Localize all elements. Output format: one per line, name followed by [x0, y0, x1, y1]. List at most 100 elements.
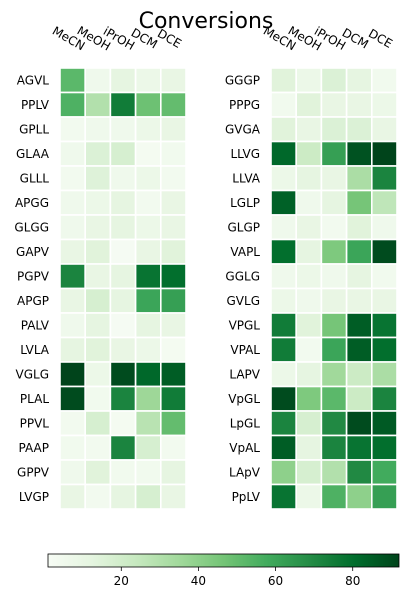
- heatmap-cell: [295, 361, 323, 388]
- heatmap-cell: [320, 312, 348, 339]
- row-label: PAAP: [19, 441, 49, 455]
- heatmap-cell: [134, 312, 162, 339]
- heatmap-cell: [270, 165, 298, 192]
- heatmap-cell: [270, 336, 298, 363]
- row-label: GPPV: [17, 465, 50, 479]
- heatmap-cell: [370, 336, 398, 363]
- heatmap-cell: [134, 91, 162, 118]
- heatmap-cell: [270, 434, 298, 461]
- colorbar-tick-label: 60: [268, 574, 283, 588]
- row-label: VGLG: [16, 367, 50, 381]
- row-label: VpGL: [228, 392, 260, 406]
- heatmap-cell: [320, 385, 348, 412]
- heatmap-cell: [345, 263, 373, 290]
- heatmap-cell: [84, 67, 112, 94]
- heatmap-cell: [59, 434, 87, 461]
- heatmap-cell: [109, 263, 137, 290]
- heatmap-cell: [134, 238, 162, 265]
- row-label: LAPV: [229, 367, 260, 381]
- row-label: PpLV: [232, 490, 261, 504]
- heatmap-cell: [59, 91, 87, 118]
- heatmap-cell: [345, 238, 373, 265]
- heatmap-cell: [370, 410, 398, 437]
- heatmap-cell: [134, 459, 162, 486]
- heatmap-cell: [160, 214, 187, 241]
- heatmap-cell: [320, 459, 348, 486]
- row-label: GLLL: [20, 171, 50, 185]
- heatmap-cell: [160, 361, 187, 388]
- heatmap-cell: [134, 385, 162, 412]
- heatmap-cell: [59, 189, 87, 216]
- row-label: PPPG: [229, 98, 260, 112]
- row-label: APGP: [17, 294, 49, 308]
- row-label: APGG: [15, 196, 49, 210]
- heatmap-cell: [109, 140, 137, 167]
- heatmap-cell: [109, 459, 137, 486]
- heatmap-cell: [109, 361, 137, 388]
- heatmap-cell: [295, 287, 323, 314]
- heatmap-cell: [84, 214, 112, 241]
- heatmap-cell: [84, 91, 112, 118]
- heatmap-cell: [59, 483, 87, 510]
- heatmap-cell: [320, 336, 348, 363]
- heatmap-cell: [160, 483, 187, 510]
- heatmap-cell: [84, 140, 112, 167]
- heatmap-cell: [370, 385, 398, 412]
- heatmap-cell: [134, 214, 162, 241]
- row-label: VpAL: [229, 441, 260, 455]
- heatmap-cell: [370, 238, 398, 265]
- heatmap-cell: [109, 67, 137, 94]
- heatmap-cell: [59, 67, 87, 94]
- heatmap-cell: [160, 312, 187, 339]
- heatmap-cell: [59, 410, 87, 437]
- heatmap-cell: [59, 263, 87, 290]
- heatmap-cell: [160, 116, 187, 143]
- heatmap-cell: [370, 263, 398, 290]
- row-label: PLAL: [20, 392, 49, 406]
- heatmap-cell: [59, 361, 87, 388]
- heatmap-cell: [295, 67, 323, 94]
- row-label: GGLG: [225, 269, 260, 283]
- heatmap-cell: [370, 459, 398, 486]
- heatmap-cell: [270, 116, 298, 143]
- heatmap-cell: [270, 91, 298, 118]
- heatmap-cell: [370, 67, 398, 94]
- row-label: GGGP: [225, 73, 260, 87]
- heatmap-cell: [84, 483, 112, 510]
- heatmap-cell: [160, 336, 187, 363]
- heatmap-cell: [109, 116, 137, 143]
- heatmap-cell: [59, 214, 87, 241]
- heatmap-cell: [270, 214, 298, 241]
- heatmap-cell: [345, 214, 373, 241]
- heatmap-cell: [295, 459, 323, 486]
- heatmap-cell: [345, 434, 373, 461]
- heatmap-cell: [84, 434, 112, 461]
- heatmap-cell: [84, 385, 112, 412]
- row-label: LLVG: [230, 147, 260, 161]
- heatmap-cell: [295, 410, 323, 437]
- row-label: VPGL: [229, 318, 261, 332]
- heatmap-cell: [320, 91, 348, 118]
- heatmap-cell: [109, 189, 137, 216]
- heatmap-cell: [320, 483, 348, 510]
- heatmap-cell: [345, 361, 373, 388]
- row-label: LApV: [229, 465, 261, 479]
- heatmap-cell: [295, 385, 323, 412]
- heatmap-cell: [320, 165, 348, 192]
- heatmap-cell: [320, 263, 348, 290]
- row-label: GVLG: [227, 294, 261, 308]
- heatmap-cell: [295, 263, 323, 290]
- heatmap-cell: [134, 410, 162, 437]
- heatmap-cell: [84, 336, 112, 363]
- column-label: DCM: [340, 25, 371, 51]
- heatmap-cell: [109, 287, 137, 314]
- heatmap-cell: [370, 165, 398, 192]
- heatmap-cell: [270, 483, 298, 510]
- heatmap-cell: [295, 434, 323, 461]
- heatmap-cell: [160, 165, 187, 192]
- heatmap-cell: [320, 434, 348, 461]
- heatmap-cell: [84, 361, 112, 388]
- row-label: GLGP: [227, 220, 260, 234]
- heatmap-cell: [270, 385, 298, 412]
- heatmap-cell: [345, 165, 373, 192]
